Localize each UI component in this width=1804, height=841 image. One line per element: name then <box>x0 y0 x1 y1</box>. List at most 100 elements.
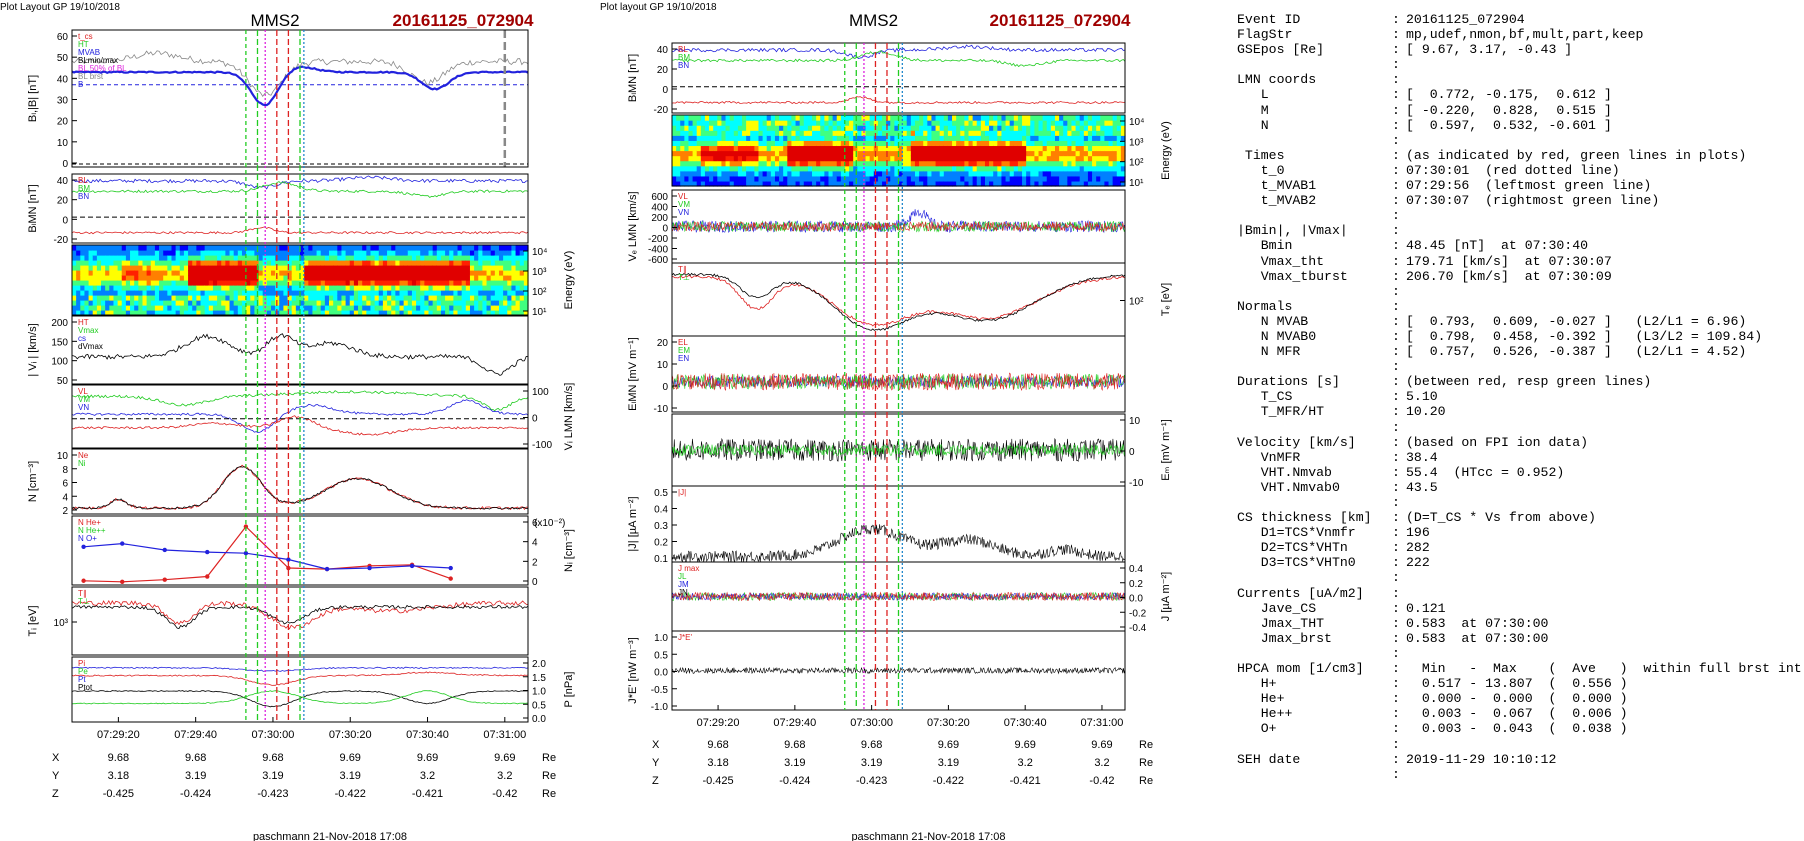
middle-spectrogram-cell <box>746 160 751 167</box>
left-spectrogram-cell <box>208 310 214 316</box>
left-spectrogram-cell <box>109 270 115 276</box>
middle-spectrogram-cell <box>1116 175 1122 182</box>
left-spectrogram-cell <box>370 295 376 301</box>
left-spectrogram-cell <box>171 245 177 251</box>
middle-spectrogram-cell <box>692 155 698 162</box>
left-spectrogram-cell <box>183 295 189 301</box>
middle-spectrogram-cell <box>939 165 945 172</box>
middle-spectrogram-cell <box>737 120 743 126</box>
left-spectrogram-cell <box>324 285 330 291</box>
left-spectrogram-cell <box>366 255 372 261</box>
middle-spectrogram-cell <box>1096 130 1101 136</box>
left-spectrogram-cell <box>125 295 131 301</box>
left-time-label: 07:29:40 <box>174 729 217 741</box>
left-spectrogram-cell <box>428 290 434 296</box>
left-spectrogram-cell <box>416 255 421 261</box>
middle-spectrogram-cell <box>923 170 928 177</box>
left-spectrogram-cell <box>465 290 471 296</box>
left-spectrogram-cell <box>217 265 222 271</box>
left-time-label: 07:30:00 <box>252 729 295 741</box>
middle-spectrogram-cell <box>1067 175 1073 182</box>
middle-spectrogram-cell <box>910 165 916 172</box>
left-spectrogram-cell <box>208 295 214 301</box>
left-spectrogram-cell <box>229 260 235 266</box>
middle-spectrogram-cell <box>1087 170 1093 177</box>
middle-spectrogram-cell <box>844 150 850 157</box>
middle-ytick-label: 10² <box>1129 158 1144 169</box>
middle-spectrogram-cell <box>857 150 863 157</box>
left-spectrogram-cell <box>159 270 164 276</box>
middle-ytick-label: 0 <box>1129 447 1135 458</box>
middle-spectrogram-cell <box>1050 140 1056 147</box>
middle-spectrogram-cell <box>721 120 727 126</box>
middle-spectrogram-cell <box>680 170 685 177</box>
left-spectrogram-cell <box>411 280 417 286</box>
left-spectrogram-cell <box>229 270 235 276</box>
middle-spectrogram-cell <box>906 130 912 136</box>
middle-spectrogram-cell <box>737 115 743 121</box>
middle-spectrogram-cell <box>919 135 924 141</box>
left-spectrogram-cell <box>84 265 90 271</box>
left-spectrogram-cell <box>204 285 210 291</box>
middle-spectrogram-cell <box>1071 160 1077 167</box>
left-spectrogram-cell <box>362 285 367 291</box>
middle-spectrogram-cell <box>783 130 788 136</box>
info-colon: : <box>1392 313 1400 329</box>
left-spectrogram-cell <box>183 270 189 276</box>
info-colon: : <box>1392 479 1400 495</box>
left-legend-entry: B <box>78 80 83 89</box>
middle-spectrogram-cell <box>762 180 768 187</box>
middle-spectrogram-cell <box>816 155 821 162</box>
left-spectrogram-cell <box>84 270 90 276</box>
middle-spectrogram-cell <box>993 180 998 187</box>
middle-spectrogram-cell <box>853 120 858 126</box>
position-value: 9.68 <box>185 752 206 764</box>
middle-spectrogram-cell <box>861 155 867 162</box>
middle-spectrogram-cell <box>840 150 846 157</box>
middle-spectrogram-cell <box>779 140 784 147</box>
middle-spectrogram-cell <box>737 130 743 136</box>
middle-spectrogram-cell <box>968 150 974 157</box>
middle-spectrogram-cell <box>956 130 961 136</box>
middle-spectrogram-cell <box>910 140 916 147</box>
info-value: [ 0.597, 0.532, -0.601 ] <box>1406 117 1612 133</box>
left-spectrogram-cell <box>121 265 127 271</box>
middle-spectrogram-cell <box>672 140 677 147</box>
middle-spectrogram-cell <box>766 125 772 131</box>
left-spectrogram-cell <box>333 245 338 251</box>
middle-spectrogram-cell <box>972 175 978 182</box>
left-spectrogram-cell <box>270 295 276 301</box>
left-spectrogram-cell <box>457 295 463 301</box>
middle-spectrogram-cell <box>1054 115 1060 121</box>
left-spectrogram-cell <box>445 255 450 261</box>
middle-spectrogram-cell <box>721 155 727 162</box>
left-spectrogram-cell <box>358 305 363 311</box>
middle-spectrogram-cell <box>807 130 813 136</box>
middle-spectrogram-cell <box>1001 155 1007 162</box>
left-spectrogram-cell <box>304 275 309 281</box>
middle-spectrogram-cell <box>1092 165 1097 172</box>
left-spectrogram-cell <box>407 295 413 301</box>
info-value: 179.71 [km/s] at 07:30:07 <box>1406 253 1612 269</box>
left-spectrogram-cell <box>395 275 401 281</box>
middle-spectrogram-cell <box>956 165 961 172</box>
left-spectrogram-cell <box>523 295 529 301</box>
middle-spectrogram-cell <box>820 155 825 162</box>
left-spectrogram-cell <box>490 285 496 291</box>
left-spectrogram-cell <box>130 295 135 301</box>
left-spectrogram-cell <box>465 260 471 266</box>
middle-spectrogram-cell <box>914 140 920 147</box>
middle-spectrogram-cell <box>914 145 920 152</box>
left-spectrogram-cell <box>291 245 297 251</box>
middle-spectrogram-cell <box>820 175 825 182</box>
left-spectrogram-cell <box>337 275 343 281</box>
left-spectrogram-cell <box>212 250 218 256</box>
left-spectrogram-cell <box>424 285 430 291</box>
middle-spectrogram-cell <box>931 160 937 167</box>
left-spectrogram-cell <box>250 245 255 251</box>
left-spectrogram-cell <box>370 300 376 306</box>
left-spectrogram-cell <box>449 290 454 296</box>
middle-spectrogram-cell <box>770 130 776 136</box>
middle-spectrogram-cell <box>696 180 702 187</box>
middle-spectrogram-cell <box>704 165 710 172</box>
